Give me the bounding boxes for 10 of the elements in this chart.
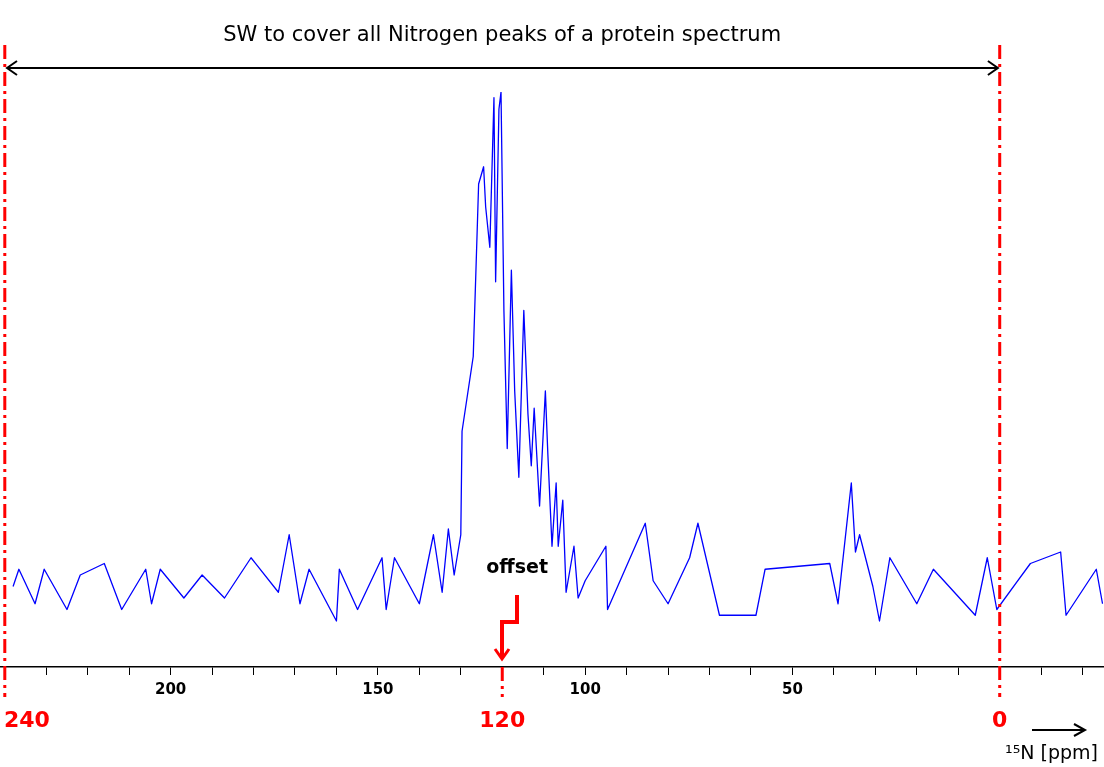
x-tick-label: 200 [154,679,187,698]
x-tick-label: 50 [782,679,803,698]
ref-line-label: 120 [479,707,526,732]
x-axis-title: ¹⁵N [ppm] [1005,741,1098,763]
ref-line-label: 0 [992,707,1008,732]
ref-line-label: 240 [3,707,50,732]
annotation: offset [486,555,548,577]
x-tick-label: 100 [569,679,601,698]
text: SW to cover all Nitrogen peaks of a protein spectrum [223,22,782,46]
x-tick-label: 150 [362,679,394,698]
